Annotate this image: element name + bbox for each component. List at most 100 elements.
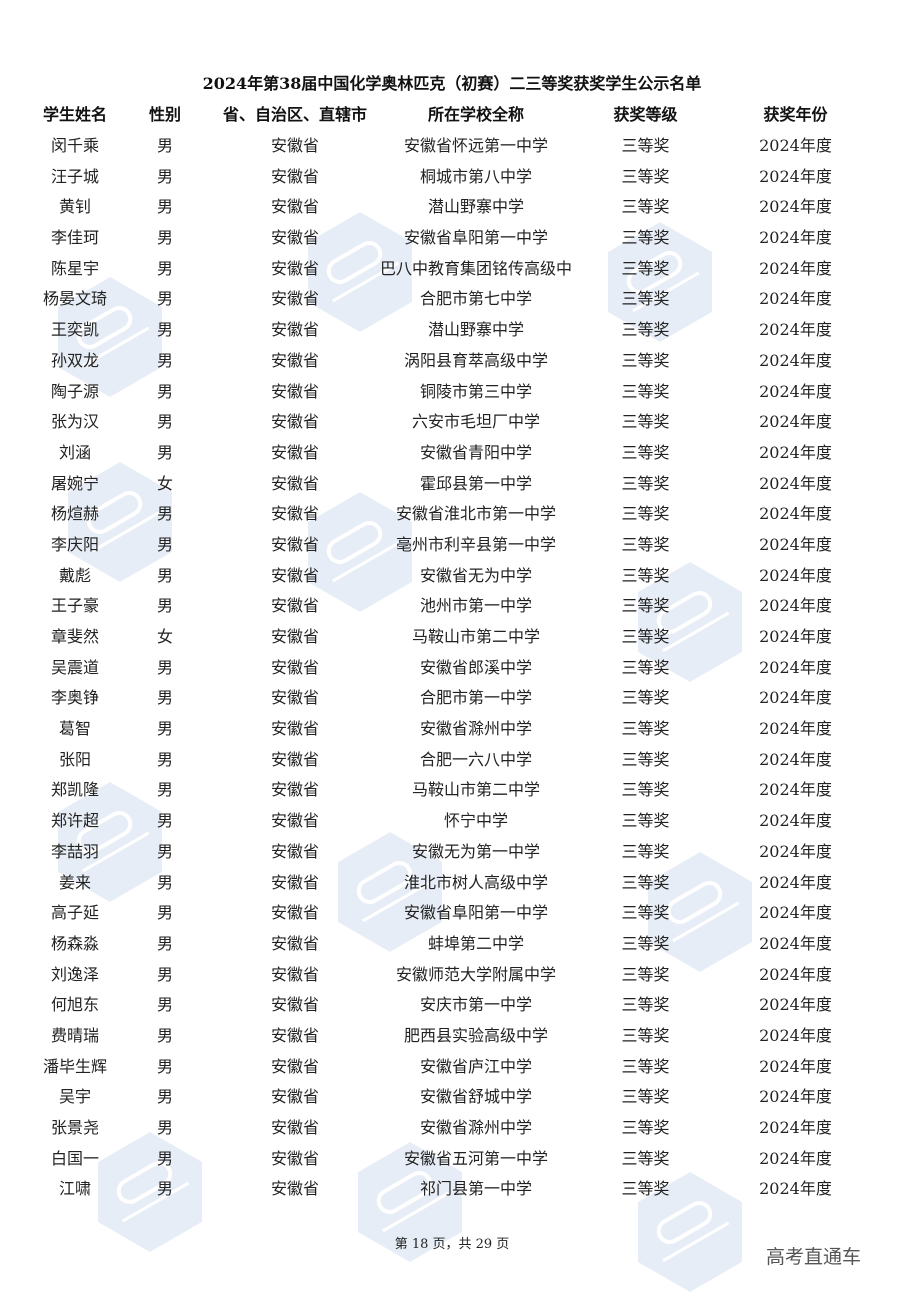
cell-school: 淮北市树人高级中学 <box>403 872 548 892</box>
cell-province: 安徽省 <box>270 350 319 370</box>
cell-student-name: 高子延 <box>50 903 99 923</box>
cell-school: 潜山野寨中学 <box>427 197 524 217</box>
table-row: 杨晏文琦 男 安徽省 合肥市第七中学 三等奖 2024年度 <box>30 282 872 313</box>
cell-award-level: 三等奖 <box>621 381 670 401</box>
cell-province: 安徽省 <box>270 381 319 401</box>
cell-school: 安徽省淮北市第一中学 <box>395 504 556 524</box>
cell-award-year: 2024年度 <box>759 872 832 892</box>
cell-province: 安徽省 <box>270 197 319 217</box>
cell-award-year: 2024年度 <box>759 136 832 156</box>
cell-province: 安徽省 <box>270 1025 319 1045</box>
cell-student-name: 陶子源 <box>50 381 99 401</box>
cell-award-level: 三等奖 <box>621 1118 670 1138</box>
cell-gender: 男 <box>156 565 173 585</box>
cell-gender: 男 <box>156 964 173 984</box>
cell-award-level: 三等奖 <box>621 964 670 984</box>
cell-school: 合肥市第一中学 <box>419 688 532 708</box>
cell-student-name: 姜来 <box>58 872 91 892</box>
table-row: 李佳珂 男 安徽省 安徽省阜阳第一中学 三等奖 2024年度 <box>30 221 872 252</box>
cell-student-name: 杨森淼 <box>50 933 99 953</box>
cell-province: 安徽省 <box>270 780 319 800</box>
cell-award-level: 三等奖 <box>621 473 670 493</box>
cell-award-level: 三等奖 <box>621 565 670 585</box>
cell-school: 潜山野寨中学 <box>427 320 524 340</box>
page-number: 第 18 页，共 29 页 <box>394 1237 510 1252</box>
cell-school: 安徽师范大学附属中学 <box>395 964 556 984</box>
table-row: 孙双龙 男 安徽省 涡阳县育萃高级中学 三等奖 2024年度 <box>30 344 872 375</box>
cell-award-year: 2024年度 <box>759 933 832 953</box>
table-row: 王奕凯 男 安徽省 潜山野寨中学 三等奖 2024年度 <box>30 313 872 344</box>
cell-gender: 男 <box>156 780 173 800</box>
cell-award-year: 2024年度 <box>759 811 832 831</box>
cell-province: 安徽省 <box>270 995 319 1015</box>
header-gender: 性别 <box>148 105 181 125</box>
cell-award-level: 三等奖 <box>621 136 670 156</box>
table-row: 何旭东 男 安徽省 安庆市第一中学 三等奖 2024年度 <box>30 988 872 1019</box>
cell-gender: 男 <box>156 1025 173 1045</box>
table-row: 章斐然 女 安徽省 马鞍山市第二中学 三等奖 2024年度 <box>30 620 872 651</box>
table-row: 刘逸泽 男 安徽省 安徽师范大学附属中学 三等奖 2024年度 <box>30 957 872 988</box>
table-row: 陶子源 男 安徽省 铜陵市第三中学 三等奖 2024年度 <box>30 374 872 405</box>
table-row: 杨森淼 男 安徽省 蚌埠第二中学 三等奖 2024年度 <box>30 927 872 958</box>
table-row: 李奥铮 男 安徽省 合肥市第一中学 三等奖 2024年度 <box>30 681 872 712</box>
table-row: 张为汉 男 安徽省 六安市毛坦厂中学 三等奖 2024年度 <box>30 405 872 436</box>
cell-student-name: 葛智 <box>58 719 91 739</box>
table-row: 戴彪 男 安徽省 安徽省无为中学 三等奖 2024年度 <box>30 558 872 589</box>
cell-gender: 男 <box>156 442 173 462</box>
cell-award-year: 2024年度 <box>759 688 832 708</box>
cell-award-year: 2024年度 <box>759 350 832 370</box>
cell-province: 安徽省 <box>270 688 319 708</box>
cell-school: 霍邱县第一中学 <box>419 473 532 493</box>
cell-gender: 男 <box>156 596 173 616</box>
cell-award-level: 三等奖 <box>621 197 670 217</box>
cell-student-name: 何旭东 <box>50 995 99 1015</box>
cell-school: 安徽省无为中学 <box>419 565 532 585</box>
table-row: 闵千乘 男 安徽省 安徽省怀远第一中学 三等奖 2024年度 <box>30 129 872 160</box>
cell-school: 六安市毛坦厂中学 <box>411 412 540 432</box>
cell-award-year: 2024年度 <box>759 995 832 1015</box>
table-row: 吴震道 男 安徽省 安徽省郎溪中学 三等奖 2024年度 <box>30 650 872 681</box>
cell-student-name: 江啸 <box>58 1179 91 1199</box>
table-row: 李喆羽 男 安徽省 安徽无为第一中学 三等奖 2024年度 <box>30 835 872 866</box>
cell-award-year: 2024年度 <box>759 504 832 524</box>
cell-award-year: 2024年度 <box>759 442 832 462</box>
cell-province: 安徽省 <box>270 412 319 432</box>
cell-province: 安徽省 <box>270 1087 319 1107</box>
cell-student-name: 郑许超 <box>50 811 99 831</box>
cell-student-name: 杨煊赫 <box>50 504 99 524</box>
cell-award-level: 三等奖 <box>621 719 670 739</box>
brand-watermark: 高考直通车 <box>766 1246 862 1268</box>
cell-gender: 男 <box>156 381 173 401</box>
cell-province: 安徽省 <box>270 1056 319 1076</box>
cell-gender: 男 <box>156 320 173 340</box>
cell-gender: 男 <box>156 1148 173 1168</box>
table-row: 江啸 男 安徽省 祁门县第一中学 三等奖 2024年度 <box>30 1172 872 1203</box>
cell-award-level: 三等奖 <box>621 1179 670 1199</box>
cell-gender: 男 <box>156 995 173 1015</box>
cell-school: 合肥市第七中学 <box>419 289 532 309</box>
cell-school: 怀宁中学 <box>443 811 508 831</box>
cell-gender: 男 <box>156 719 173 739</box>
cell-student-name: 王子豪 <box>50 596 99 616</box>
cell-province: 安徽省 <box>270 473 319 493</box>
cell-province: 安徽省 <box>270 872 319 892</box>
table-header-row: 学生姓名 性别 省、自治区、直辖市 所在学校全称 获奖等级 获奖年份 <box>30 98 872 129</box>
cell-school: 安徽省舒城中学 <box>419 1087 532 1107</box>
cell-province: 安徽省 <box>270 258 319 278</box>
cell-award-year: 2024年度 <box>759 719 832 739</box>
cell-award-level: 三等奖 <box>621 811 670 831</box>
table-row: 潘毕生辉 男 安徽省 安徽省庐江中学 三等奖 2024年度 <box>30 1049 872 1080</box>
table-row: 吴宇 男 安徽省 安徽省舒城中学 三等奖 2024年度 <box>30 1080 872 1111</box>
table-row: 姜来 男 安徽省 淮北市树人高级中学 三等奖 2024年度 <box>30 865 872 896</box>
cell-gender: 男 <box>156 136 173 156</box>
cell-award-year: 2024年度 <box>759 1056 832 1076</box>
cell-award-year: 2024年度 <box>759 1118 832 1138</box>
cell-school: 安徽省郎溪中学 <box>419 657 532 677</box>
cell-student-name: 张阳 <box>58 749 91 769</box>
cell-gender: 男 <box>156 534 173 554</box>
cell-province: 安徽省 <box>270 565 319 585</box>
cell-province: 安徽省 <box>270 719 319 739</box>
cell-award-level: 三等奖 <box>621 933 670 953</box>
table-row: 汪子城 男 安徽省 桐城市第八中学 三等奖 2024年度 <box>30 159 872 190</box>
cell-province: 安徽省 <box>270 504 319 524</box>
